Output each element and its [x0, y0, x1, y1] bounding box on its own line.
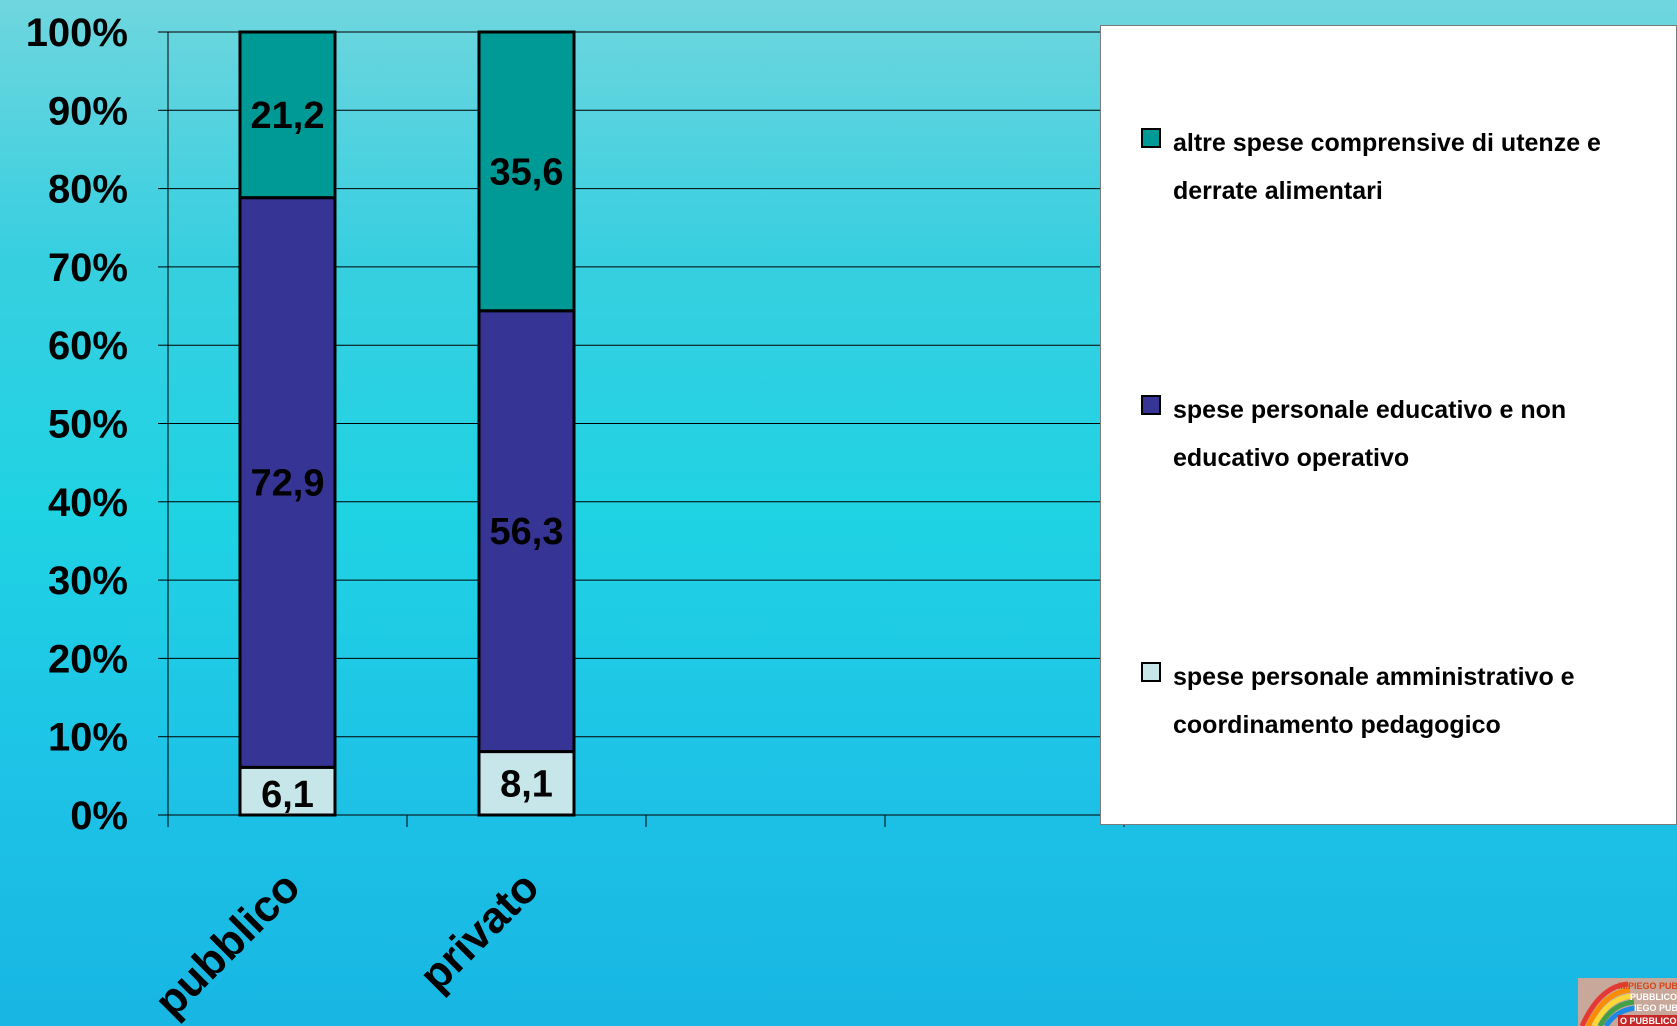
- y-tick-label: 80%: [48, 168, 128, 212]
- y-tick-label: 0%: [70, 794, 128, 838]
- data-label: 6,1: [261, 774, 314, 816]
- y-tick-label: 10%: [48, 716, 128, 760]
- legend-label: spese personale educativo e non educativ…: [1173, 396, 1567, 472]
- legend-swatch: [1141, 395, 1161, 415]
- legend-swatch: [1141, 128, 1161, 148]
- data-label: 35,6: [490, 151, 564, 193]
- bars: [238, 30, 576, 817]
- bar-segment: [477, 750, 576, 817]
- legend-label: altre spese comprensive di utenze e derr…: [1173, 129, 1601, 205]
- bar-segment: [238, 30, 337, 200]
- legend-swatch: [1141, 662, 1161, 682]
- bar-segment: [238, 765, 337, 817]
- x-category-label: privato: [410, 862, 548, 1000]
- y-tick-label: 30%: [48, 559, 128, 603]
- y-tick-label: 40%: [48, 481, 128, 525]
- data-label: 72,9: [251, 462, 325, 504]
- y-tick-label: 60%: [48, 324, 128, 368]
- svg-text:PUBBLICO: PUBBLICO: [1630, 992, 1677, 1002]
- rainbow-logo-icon: IMPIEGO PUB PUBBLICO IEGO PUB O PUBBLICO…: [1578, 978, 1677, 1026]
- logo: IMPIEGO PUB PUBBLICO IEGO PUB O PUBBLICO…: [1578, 978, 1677, 1026]
- chart-legend: altre spese comprensive di utenze e derr…: [1100, 25, 1677, 825]
- y-axis-tick-labels: 0% 10% 20% 30% 40% 50% 60% 70% 80% 90% 100%: [26, 11, 128, 838]
- data-label: 56,3: [490, 511, 564, 553]
- svg-text:O PUBBLICO I: O PUBBLICO I: [1620, 1016, 1677, 1026]
- x-category-label: pubblico: [145, 862, 309, 1026]
- x-axis-category-labels: pubblico privato: [145, 862, 548, 1026]
- y-tick-label: 50%: [48, 403, 128, 447]
- data-label: 21,2: [251, 95, 325, 137]
- bar-segment: [477, 309, 576, 754]
- svg-text:IEGO PUB: IEGO PUB: [1634, 1003, 1677, 1013]
- legend-label: spese personale amministrativo e coordin…: [1173, 663, 1575, 739]
- y-tick-label: 20%: [48, 637, 128, 681]
- svg-text:IMPIEGO PUB: IMPIEGO PUB: [1618, 981, 1677, 991]
- data-labels: 6,1 72,9 21,2 8,1 56,3 35,6: [251, 95, 564, 816]
- data-label: 8,1: [500, 763, 553, 805]
- y-tick-label: 70%: [48, 246, 128, 290]
- bar-segment: [477, 30, 576, 313]
- y-tick-label: 90%: [48, 89, 128, 133]
- y-tick-label: 100%: [26, 11, 128, 55]
